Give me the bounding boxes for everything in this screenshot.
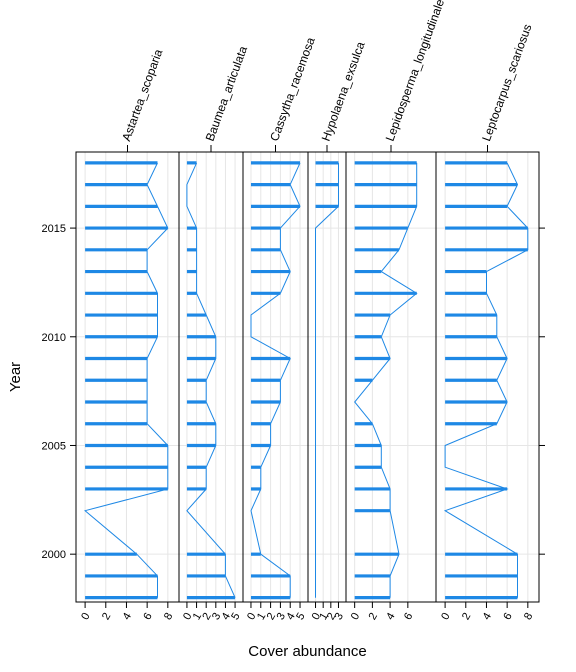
- panel-frame: [242, 151, 309, 603]
- x-tick-label: 2: [200, 611, 213, 622]
- x-tick-label: 4: [384, 611, 397, 622]
- x-axis-title: Cover abundance: [248, 643, 366, 660]
- series-outline: [354, 162, 418, 598]
- y-tick-label: 2005: [42, 440, 66, 452]
- y-tick-label: 2010: [42, 332, 66, 344]
- x-tick-label: 5: [294, 611, 307, 622]
- x-tick-label: 6: [402, 611, 415, 622]
- panel-frame: [178, 151, 244, 603]
- x-tick-label: 0: [181, 611, 194, 622]
- frame: [70, 145, 545, 608]
- x-tick-label: 6: [501, 611, 514, 622]
- x-tick-label: 8: [522, 611, 535, 622]
- x-tick-label: 2: [325, 611, 338, 622]
- x-tick-label: 2: [367, 611, 380, 622]
- y-tick-label: 2000: [42, 549, 66, 561]
- panel-label: Astartea_scoparia: [119, 47, 165, 143]
- data-layer: [84, 161, 529, 600]
- series-outline: [186, 162, 236, 598]
- x-tick-label: 0: [245, 611, 258, 622]
- y-axis-title: Year: [7, 362, 24, 392]
- series-outline: [315, 162, 339, 598]
- x-tick-label: 4: [121, 611, 134, 622]
- x-tick-label: 4: [481, 611, 494, 622]
- x-tick-label: 3: [210, 611, 223, 622]
- panel-label: Leptocarpus_scariosus: [479, 22, 534, 143]
- x-tick-label: 3: [333, 611, 346, 622]
- x-tick-label: 1: [317, 611, 330, 622]
- x-tick-label: 0: [349, 611, 362, 622]
- x-tick-label: 1: [255, 611, 268, 622]
- x-tick-label: 8: [162, 611, 175, 622]
- x-tick-label: 1: [191, 611, 204, 622]
- panel-label: Lepidosperma_longitudinale: [383, 0, 448, 143]
- x-tick-label: 0: [310, 611, 323, 622]
- x-tick-label: 5: [229, 611, 242, 622]
- panel-frame: [435, 151, 540, 603]
- series-outline: [250, 162, 301, 598]
- series-outline: [84, 162, 169, 598]
- x-tick-label: 3: [275, 611, 288, 622]
- series-outline: [443, 162, 529, 598]
- panel-label: Hypolaena_exsulca: [319, 40, 368, 144]
- x-tick-label: 4: [284, 611, 297, 622]
- x-tick-label: 0: [439, 611, 452, 622]
- x-tick-label: 6: [141, 611, 154, 622]
- x-tick-label: 2: [100, 611, 113, 622]
- x-tick-label: 2: [460, 611, 473, 622]
- x-tick-label: 0: [79, 611, 92, 622]
- panel-label: Baumea_articulata: [203, 44, 250, 143]
- panel-frame: [307, 151, 347, 603]
- panel-label: Cassytha_racemosa: [267, 35, 318, 143]
- y-tick-label: 2015: [42, 223, 66, 235]
- panel-frame: [345, 151, 437, 603]
- x-tick-label: 4: [220, 611, 233, 622]
- x-tick-label: 2: [265, 611, 278, 622]
